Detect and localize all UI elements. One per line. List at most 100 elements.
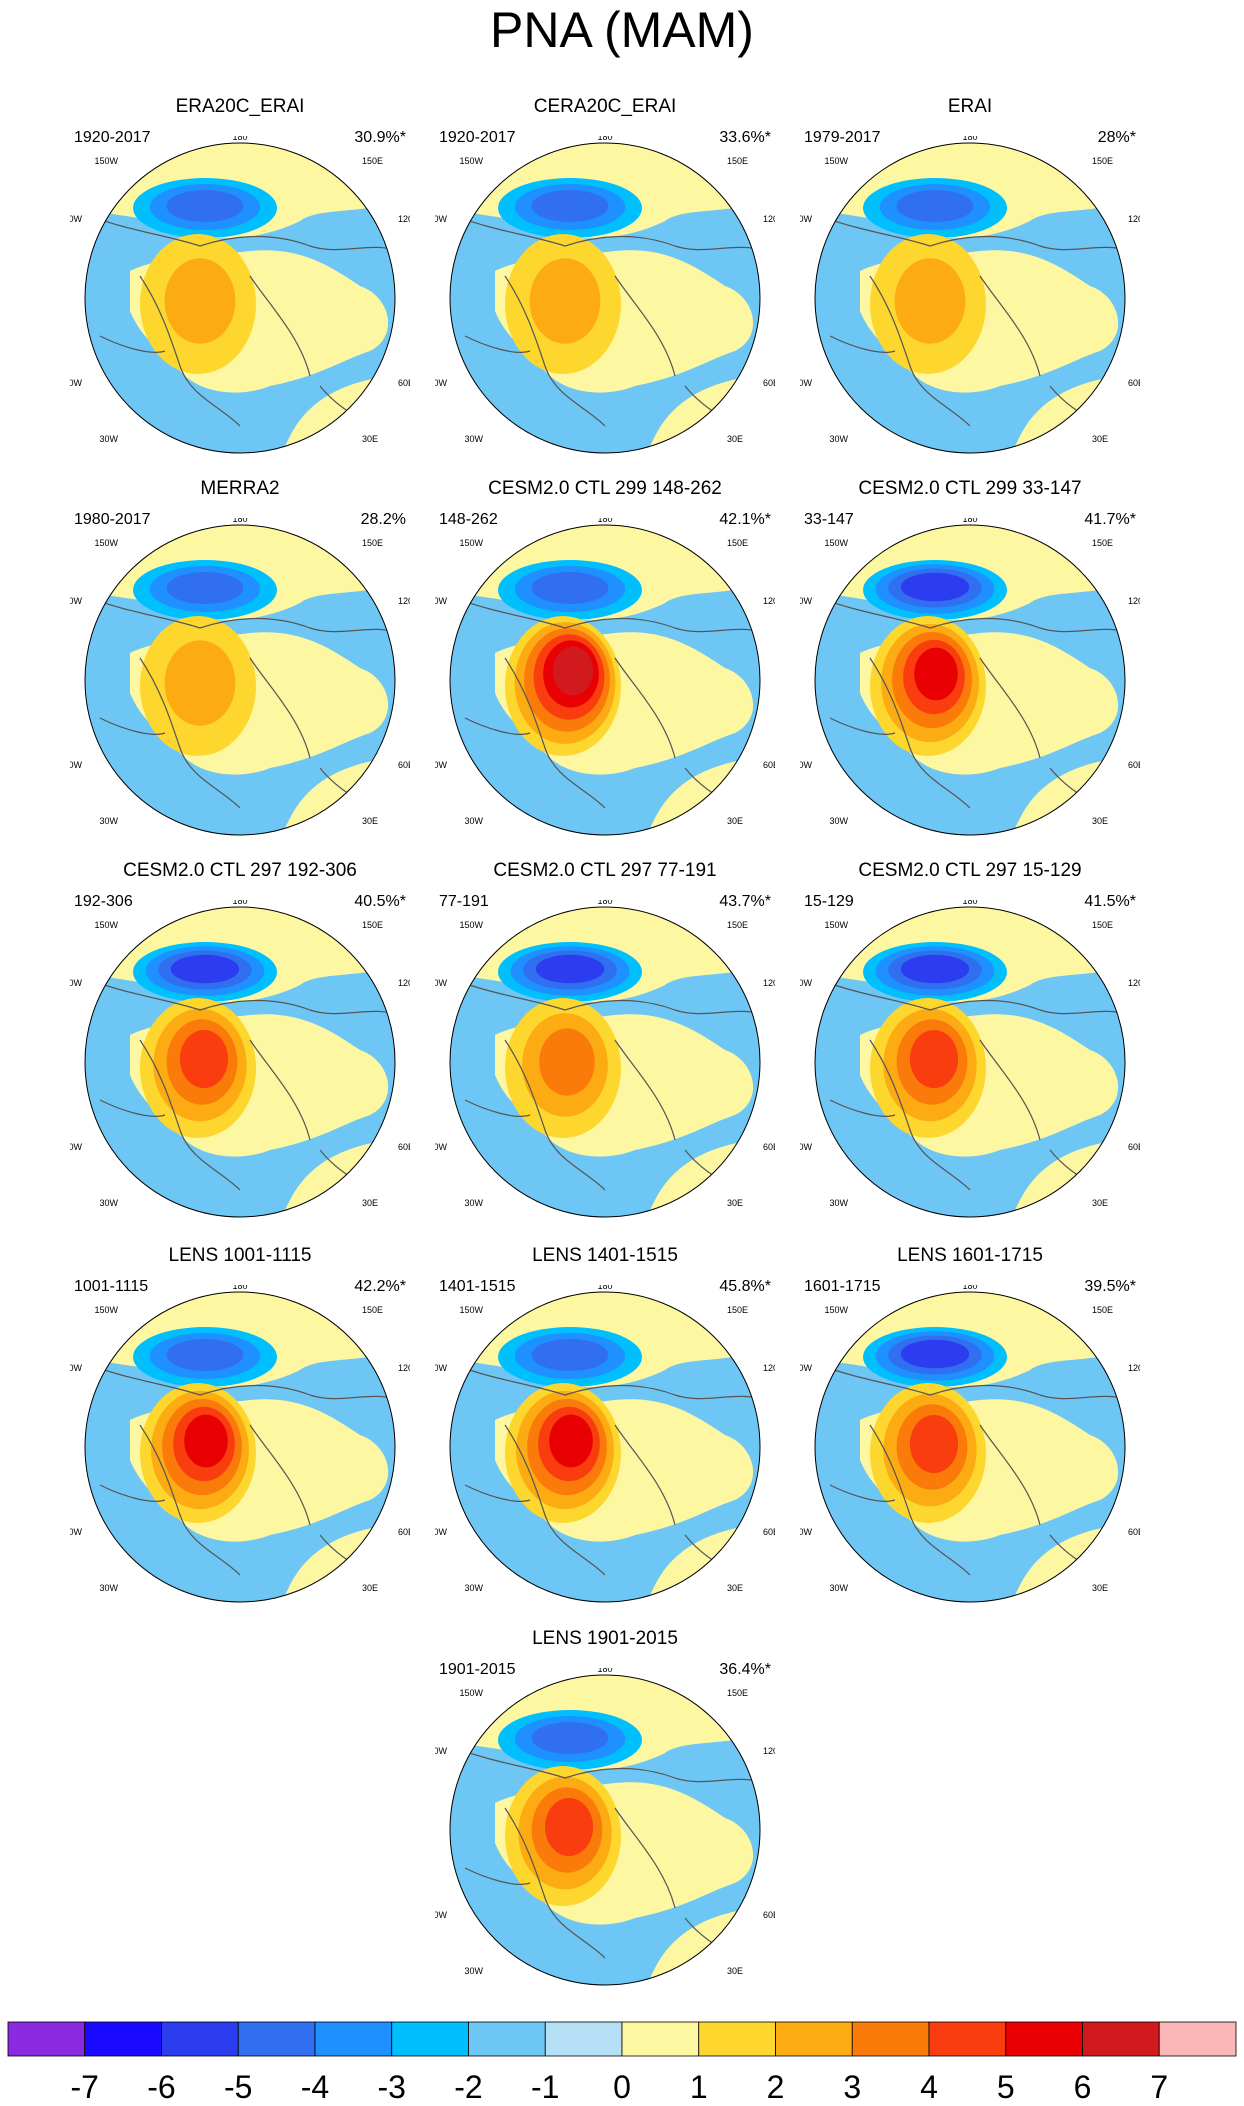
map-panel: MERRA21980-201728.2%1800150W120W90W60W30…	[70, 478, 410, 838]
lon-label: 60E	[398, 378, 410, 388]
panel-variance: 30.9%*	[354, 129, 406, 146]
lon-label: 150E	[362, 920, 383, 930]
panel-period: 1601-1715	[804, 1278, 881, 1295]
map-boundary	[84, 1291, 396, 1603]
map-boundary	[449, 1674, 761, 1986]
lon-label: 120E	[398, 1363, 410, 1373]
lon-label: 60W	[435, 1142, 447, 1152]
panel-variance: 43.7%*	[719, 893, 771, 910]
contour-level-6	[552, 646, 594, 696]
lon-label: 30W	[829, 816, 848, 826]
colorbar-tick-label: 3	[843, 2069, 861, 2105]
coastline	[454, 1747, 760, 1969]
colorbar-tick-label: 5	[997, 2069, 1015, 2105]
lon-label: 120E	[1128, 1363, 1140, 1373]
map-panel: CERA20C_ERAI1920-201733.6%*1800150W120W9…	[435, 96, 775, 456]
lon-label: 60W	[435, 1910, 447, 1920]
lon-label: 120E	[1128, 596, 1140, 606]
panel-period: 1401-1515	[439, 1278, 516, 1295]
contour-level--4	[531, 1722, 609, 1754]
colorbar-swatch	[161, 2021, 239, 2057]
lon-label: 30W	[99, 434, 118, 444]
lon-label: 150W	[94, 1305, 118, 1315]
lon-label: 60W	[800, 760, 812, 770]
lon-label: 120W	[800, 978, 813, 988]
lon-label: 150E	[727, 920, 748, 930]
lon-label: 120W	[70, 596, 83, 606]
lon-label: 30E	[1092, 816, 1108, 826]
panel-title: LENS 1001-1115	[168, 1245, 312, 1266]
panel-period: 1001-1115	[74, 1278, 149, 1295]
lon-label: 120E	[763, 596, 775, 606]
lon-label: 150W	[459, 538, 483, 548]
map-boundary	[449, 142, 761, 454]
panel-period: 77-191	[439, 893, 489, 910]
panel-period: 15-129	[804, 893, 854, 910]
lon-label: 60W	[70, 1142, 82, 1152]
lon-label: 120E	[763, 978, 775, 988]
map-boundary	[814, 524, 1126, 836]
lon-label: 150E	[362, 538, 383, 548]
lon-label: 120W	[435, 1746, 448, 1756]
polar-map: 1800150W120W90W60W30W150E120E90E60E30E	[435, 518, 775, 836]
lon-label: 180	[962, 900, 977, 906]
contour-level-4	[179, 1029, 229, 1089]
coastline	[819, 1364, 1125, 1586]
colorbar-swatch	[7, 2021, 86, 2057]
polar-map: 1800150W120W90W60W30W150E120E90E60E30E	[435, 900, 775, 1218]
lon-label: 120W	[70, 978, 83, 988]
polar-map: 1800150W120W90W60W30W150E120E90E60E30E	[800, 900, 1140, 1218]
map-panel: ERAI1979-201728%*1800150W120W90W60W30W15…	[800, 96, 1140, 456]
contour-level--4	[166, 190, 244, 222]
panel-variance: 39.5%*	[1084, 1278, 1136, 1295]
lon-label: 150W	[824, 920, 848, 930]
lon-label: 60E	[763, 1142, 775, 1152]
lon-label: 150E	[1092, 1305, 1113, 1315]
coastline	[89, 1364, 395, 1586]
panel-variance: 42.1%*	[719, 511, 771, 528]
polar-map: 1800150W120W90W60W30W150E120E90E60E30E	[70, 1285, 410, 1603]
panel-variance: 40.5%*	[354, 893, 406, 910]
colorbar-swatch	[468, 2021, 546, 2057]
colorbar-tick-label: 1	[690, 2069, 708, 2105]
lon-label: 180	[597, 518, 612, 524]
lon-label: 120W	[435, 978, 448, 988]
colorbar-swatch	[851, 2021, 930, 2057]
lon-label: 60E	[763, 1910, 775, 1920]
lon-label: 150W	[459, 920, 483, 930]
colorbar-tick-label: 7	[1150, 2069, 1168, 2105]
coastline	[819, 979, 1125, 1201]
map-boundary	[814, 142, 1126, 454]
lon-label: 60W	[70, 1527, 82, 1537]
lon-label: 120E	[1128, 214, 1140, 224]
lon-label: 150E	[1092, 538, 1113, 548]
polar-map: 1800150W120W90W60W30W150E120E90E60E30E	[435, 1668, 775, 1986]
lon-label: 60E	[763, 378, 775, 388]
polar-map: 1800150W120W90W60W30W150E120E90E60E30E	[435, 1285, 775, 1603]
lon-label: 60W	[435, 1527, 447, 1537]
lon-label: 120W	[435, 596, 448, 606]
lon-label: 120W	[800, 596, 813, 606]
lon-label: 150W	[459, 1305, 483, 1315]
lon-label: 60W	[800, 378, 812, 388]
colorbar-swatch	[698, 2021, 776, 2057]
lon-label: 60W	[70, 378, 82, 388]
panel-variance: 28%*	[1097, 129, 1136, 146]
lon-label: 120E	[763, 214, 775, 224]
contour-level--4	[531, 1339, 609, 1371]
polar-map: 1800150W120W90W60W30W150E120E90E60E30E	[70, 136, 410, 454]
lon-label: 60E	[1128, 378, 1140, 388]
lon-label: 150E	[362, 1305, 383, 1315]
colorbar-swatch	[544, 2021, 623, 2057]
colorbar-tick-label: -1	[531, 2069, 559, 2105]
map-boundary	[449, 524, 761, 836]
panel-period: 1901-2015	[439, 1661, 516, 1678]
lon-label: 30W	[829, 1198, 848, 1208]
lon-label: 60E	[398, 1527, 410, 1537]
lon-label: 30E	[1092, 1583, 1108, 1593]
lon-label: 30W	[464, 1583, 483, 1593]
lon-label: 30E	[362, 1583, 378, 1593]
lon-label: 150E	[1092, 156, 1113, 166]
map-panel: LENS 1001-11151001-111542.2%*1800150W120…	[70, 1245, 410, 1605]
lon-label: 150W	[94, 538, 118, 548]
